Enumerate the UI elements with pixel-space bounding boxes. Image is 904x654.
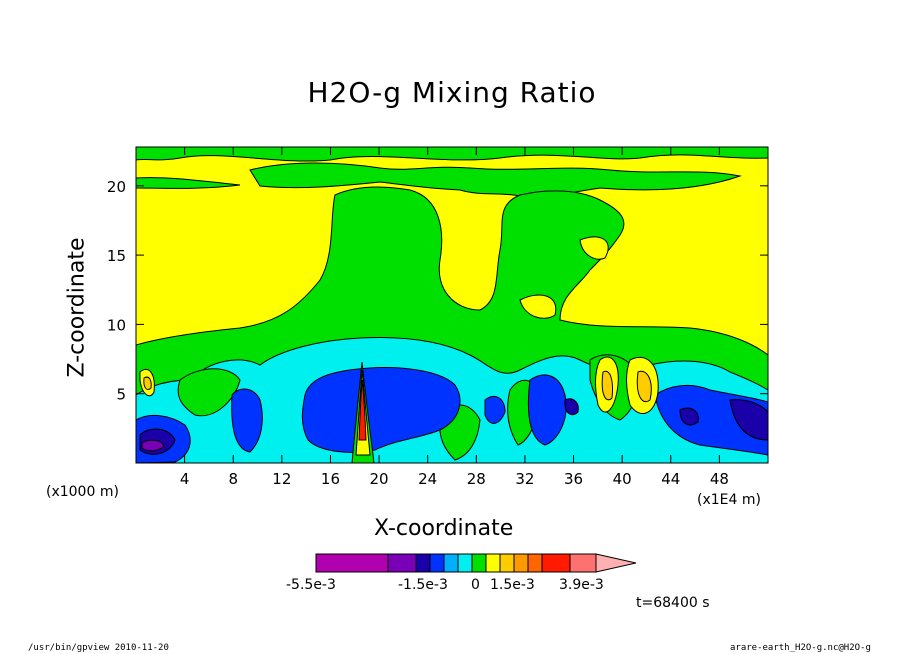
colorbar-swatch [569, 553, 597, 573]
colorbar-swatch [315, 553, 389, 573]
contour-spike-core [358, 379, 367, 441]
x-tick-label: 40 [613, 470, 632, 488]
x-tick-label: 24 [418, 470, 437, 488]
colorbar-swatch [457, 553, 473, 573]
x-unit-label: (x1E4 m) [697, 492, 761, 508]
colorbar-swatch [415, 553, 431, 573]
x-axis-ticks: 4 8 12 16 20 24 28 32 36 40 44 48 [180, 147, 729, 488]
colorbar-swatch [527, 553, 543, 573]
chart-title: H2O-g Mixing Ratio [307, 76, 597, 109]
contour-blue-region [301, 367, 461, 453]
contour-blue-region [527, 374, 567, 446]
colorbar-swatch [471, 553, 487, 573]
contour-top-patch [249, 162, 742, 198]
colorbar-swatch [429, 553, 445, 573]
footer-left: /usr/bin/gpview 2010-11-20 [28, 643, 169, 653]
colorbar-swatch [499, 553, 515, 573]
footer-right: arare-earth_H2O-g.nc@H2O-g [730, 643, 871, 653]
contour-darkblue-core [729, 399, 768, 441]
contour-top-band [136, 147, 768, 162]
x-tick-label: 36 [564, 470, 583, 488]
contour-island [519, 294, 557, 319]
colorbar-label: 1.5e-3 [490, 577, 535, 593]
colorbar-label: -1.5e-3 [398, 577, 448, 593]
contour-top-patch [136, 177, 241, 189]
colorbar-extend-arrow [595, 553, 637, 573]
contour-blue-region [231, 388, 263, 453]
contour-island [579, 236, 609, 260]
contour-fill-layer [136, 147, 768, 463]
colorbar-swatch [443, 553, 459, 573]
x-tick-label: 44 [661, 470, 680, 488]
colorbar [315, 553, 637, 573]
y-tick-label: 10 [107, 316, 126, 334]
x-tick-label: 8 [228, 470, 238, 488]
contour-orange-cell [143, 376, 152, 391]
contour-blue-region [484, 396, 506, 424]
x-tick-label: 12 [272, 470, 291, 488]
colorbar-label: -5.5e-3 [286, 577, 336, 593]
y-tick-label: 15 [107, 247, 126, 265]
x-tick-label: 16 [321, 470, 340, 488]
y-unit-label: (x1000 m) [46, 484, 119, 500]
colorbar-swatch [541, 553, 571, 573]
colorbar-swatch [485, 553, 501, 573]
colorbar-label: 0 [471, 577, 480, 593]
time-label: t=68400 s [636, 595, 710, 611]
contour-purple-core [141, 439, 165, 452]
x-tick-label: 20 [370, 470, 389, 488]
colorbar-swatch [513, 553, 529, 573]
contour-green-lobe [177, 368, 241, 417]
colorbar-swatch [387, 553, 417, 573]
contour-orange-cell [601, 370, 613, 401]
contour-orange-cell [636, 370, 652, 402]
y-axis-ticks: 5 10 15 20 [107, 178, 768, 404]
contour-darkblue-core [679, 407, 699, 426]
x-tick-label: 28 [467, 470, 486, 488]
y-tick-label: 5 [116, 386, 126, 404]
plot-frame [135, 146, 769, 464]
x-tick-label: 48 [710, 470, 729, 488]
x-axis-label: X-coordinate [374, 516, 514, 541]
colorbar-label: 3.9e-3 [559, 577, 604, 593]
y-axis-label: Z-coordinate [64, 237, 90, 378]
contour-darkblue-core [564, 398, 579, 416]
y-tick-label: 20 [107, 178, 126, 196]
x-tick-label: 4 [180, 470, 190, 488]
x-tick-label: 32 [515, 470, 534, 488]
